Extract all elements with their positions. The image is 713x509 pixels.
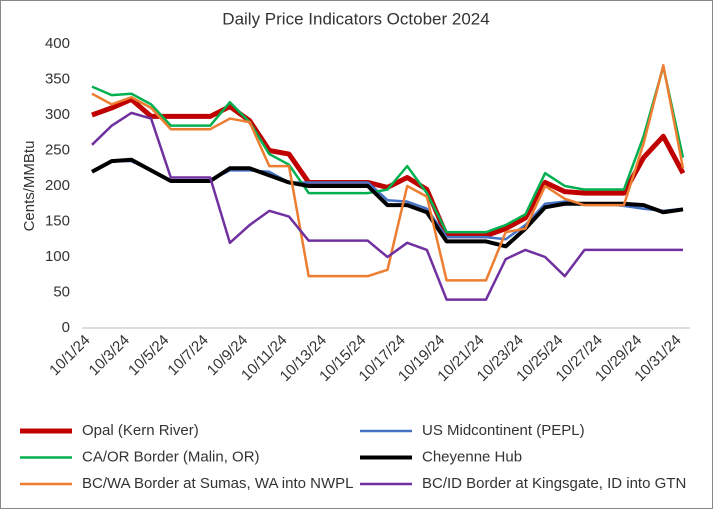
- series-line: [91, 64, 685, 282]
- legend-label: Cheyenne Hub: [422, 448, 522, 465]
- y-tick-label: 350: [45, 70, 70, 87]
- y-tick-label: 400: [45, 35, 70, 52]
- series-line: [91, 96, 686, 239]
- y-axis-label: Cents/MMBtu: [21, 141, 38, 232]
- y-tick-label: 150: [45, 212, 70, 229]
- y-tick-label: 50: [53, 283, 70, 300]
- legend-label: BC/ID Border at Kingsgate, ID into GTN: [422, 475, 686, 492]
- legend-label: CA/OR Border (Malin, OR): [82, 448, 260, 465]
- legend-label: BC/WA Border at Sumas, WA into NWPL: [82, 475, 353, 492]
- legend-label: Opal (Kern River): [82, 422, 199, 439]
- series-line: [91, 111, 683, 301]
- y-tick-label: 250: [45, 141, 70, 158]
- y-tick-label: 200: [45, 177, 70, 194]
- y-tick-label: 300: [45, 106, 70, 123]
- legend-label: US Midcontinent (PEPL): [422, 422, 585, 439]
- chart-title: Daily Price Indicators October 2024: [222, 9, 489, 28]
- y-tick-label: 0: [62, 319, 70, 336]
- series-line: [91, 65, 685, 234]
- series-line: [91, 157, 684, 249]
- y-tick-label: 100: [45, 248, 70, 265]
